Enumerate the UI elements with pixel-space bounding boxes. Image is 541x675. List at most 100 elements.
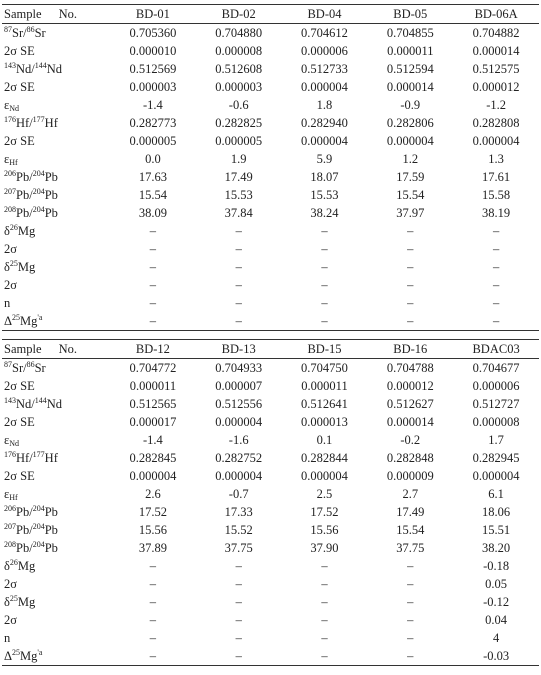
label-superscript: 86 bbox=[26, 360, 35, 369]
table-row: εNd -1.4 -0.6 1.8 -0.9 -1.2 bbox=[2, 96, 539, 114]
data-table: Sample No. BD-01 BD-02 BD-04 BD-05 BD-06A 87Sr… bbox=[2, 4, 539, 331]
value-cell: -0.2 bbox=[400, 433, 421, 447]
table-body: 87Sr/86Sr 0.704772 0.704933 0.704750 0.70478… bbox=[2, 359, 539, 666]
row-label: δ26Mg bbox=[2, 222, 110, 240]
label-text: Nd bbox=[46, 397, 63, 411]
table-row: δ25Mg – – – – – bbox=[2, 258, 539, 276]
value-cell: 15.53 bbox=[310, 188, 339, 202]
row-label: 2σ bbox=[2, 240, 110, 258]
value-cell: 15.51 bbox=[482, 523, 511, 537]
value-cell: 17.49 bbox=[224, 170, 253, 184]
table-row: 2σ SE 0.000004 0.000004 0.000004 0.000009 0.0… bbox=[2, 467, 539, 485]
row-label: n bbox=[2, 629, 110, 647]
value-cell: – bbox=[235, 577, 242, 591]
label-superscript: 204 bbox=[32, 522, 45, 531]
value-cell: 0.000011 bbox=[387, 44, 434, 58]
row-label: 207Pb/204Pb bbox=[2, 521, 110, 539]
value-cell: – bbox=[321, 278, 328, 292]
value-cell: – bbox=[492, 296, 500, 310]
label-superscript: 144 bbox=[34, 61, 47, 70]
value-cell: – bbox=[407, 278, 414, 292]
value-cell: 37.90 bbox=[310, 541, 339, 555]
table-row: 143Nd/144Nd 0.512569 0.512608 0.512733 0.512… bbox=[2, 60, 539, 78]
value-cell: 17.59 bbox=[396, 170, 425, 184]
value-cell: – bbox=[492, 242, 500, 256]
row-label: 2σ SE bbox=[2, 132, 110, 150]
table-row: 87Sr/86Sr 0.705360 0.704880 0.704612 0.70485… bbox=[2, 24, 539, 43]
value-cell: 1.8 bbox=[316, 98, 333, 112]
value-cell: 0.512569 bbox=[129, 62, 177, 76]
value-cell: 0.000004 bbox=[301, 80, 348, 94]
value-cell: 0.512627 bbox=[386, 397, 434, 411]
label-text: Hf bbox=[44, 451, 58, 465]
value-cell: 0.704772 bbox=[129, 361, 177, 375]
label-superscript: 204 bbox=[32, 169, 45, 178]
label-superscript: 204 bbox=[32, 504, 45, 513]
label-text: Sr/ bbox=[12, 361, 27, 375]
label-superscript: 26 bbox=[9, 558, 18, 567]
value-cell: 2.5 bbox=[316, 487, 333, 501]
label-text: Mg bbox=[17, 260, 36, 274]
row-label: n bbox=[2, 294, 110, 312]
label-text: Pb/ bbox=[16, 206, 33, 220]
value-cell: – bbox=[149, 595, 157, 609]
value-cell: – bbox=[149, 613, 157, 627]
label-text: Pb bbox=[44, 505, 58, 519]
value-cell: 0.000004 bbox=[472, 469, 520, 483]
label-superscript: 25 bbox=[12, 313, 21, 322]
label-superscript: 177 bbox=[32, 115, 45, 124]
value-cell: 18.06 bbox=[482, 505, 511, 519]
value-cell: – bbox=[407, 296, 414, 310]
label-text: δ bbox=[4, 260, 10, 274]
label-text: Mg bbox=[20, 314, 38, 328]
header-cell: BD-01 bbox=[135, 7, 170, 21]
value-cell: 0.000004 bbox=[129, 469, 177, 483]
value-cell: – bbox=[407, 577, 414, 591]
header-cell: BD-15 bbox=[307, 342, 342, 356]
value-cell: 4 bbox=[492, 631, 500, 645]
value-cell: 0.000008 bbox=[215, 44, 263, 58]
table-row: 208Pb/204Pb 38.09 37.84 38.24 37.97 38.19 bbox=[2, 204, 539, 222]
value-cell: 0.282945 bbox=[472, 451, 520, 465]
value-cell: – bbox=[235, 649, 242, 663]
value-cell: – bbox=[149, 224, 157, 238]
value-cell: 0.1 bbox=[316, 433, 333, 447]
value-cell: 37.97 bbox=[396, 206, 425, 220]
value-cell: 0.000014 bbox=[472, 44, 520, 58]
table-body: 87Sr/86Sr 0.705360 0.704880 0.704612 0.70485… bbox=[2, 24, 539, 331]
value-cell: – bbox=[149, 260, 157, 274]
value-cell: 0.000007 bbox=[215, 379, 263, 393]
label-subscript: Hf bbox=[9, 158, 18, 167]
label-text: δ bbox=[4, 559, 10, 573]
value-cell: 0.000017 bbox=[129, 415, 177, 429]
value-cell: – bbox=[407, 224, 414, 238]
value-cell: -1.6 bbox=[228, 433, 249, 447]
table-row: Δ25Mg'a – – – – -0.03 bbox=[2, 647, 539, 666]
value-cell: – bbox=[149, 649, 157, 663]
label-text: 2σ SE bbox=[4, 379, 35, 393]
table-row: 2σ – – – – – bbox=[2, 240, 539, 258]
value-cell: 0.000011 bbox=[301, 379, 348, 393]
value-cell: 38.24 bbox=[310, 206, 339, 220]
value-cell: -0.7 bbox=[228, 487, 249, 501]
value-cell: – bbox=[235, 613, 242, 627]
value-cell: – bbox=[321, 631, 328, 645]
header-cell: BD-16 bbox=[393, 342, 428, 356]
value-cell: -0.6 bbox=[228, 98, 249, 112]
label-text: δ bbox=[4, 595, 10, 609]
value-cell: 17.52 bbox=[310, 505, 339, 519]
value-cell: 15.54 bbox=[138, 188, 167, 202]
value-cell: 37.75 bbox=[224, 541, 253, 555]
value-cell: 17.63 bbox=[138, 170, 167, 184]
value-cell: 17.61 bbox=[482, 170, 511, 184]
value-cell: – bbox=[407, 649, 414, 663]
label-text: 2σ SE bbox=[4, 134, 35, 148]
value-cell: 0.282848 bbox=[386, 451, 434, 465]
value-cell: – bbox=[235, 260, 242, 274]
value-cell: 18.07 bbox=[310, 170, 339, 184]
label-text: Hf/ bbox=[16, 451, 33, 465]
label-superscript: 176 bbox=[4, 115, 16, 124]
value-cell: 17.52 bbox=[138, 505, 167, 519]
value-cell: 15.53 bbox=[224, 188, 253, 202]
value-cell: – bbox=[235, 278, 242, 292]
